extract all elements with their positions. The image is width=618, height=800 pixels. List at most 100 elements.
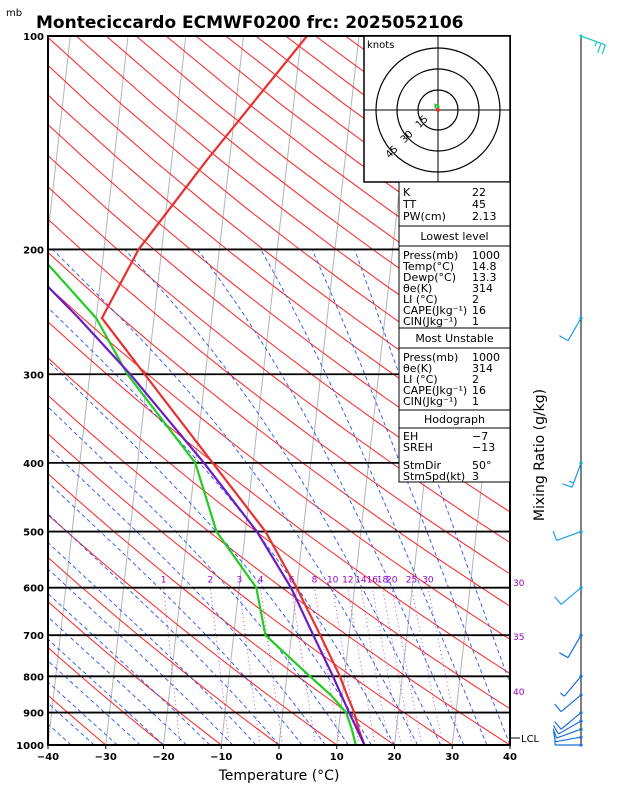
index-value: 16 [472,384,486,397]
wind-barb-staff [560,694,582,713]
pressure-tick-label: 700 [23,631,44,642]
index-value: 1 [472,395,479,408]
temperature-tick-label: −20 [152,752,174,763]
wind-barb-flag [554,721,562,730]
y-axis-label: Mixing Ratio (g/kg) [532,389,548,521]
wind-barb-staff [560,587,582,605]
wind-barb-flag [554,596,562,605]
pressure-tick-label: 500 [23,528,44,539]
background-lines [48,36,510,745]
moist-adiabat [48,660,141,745]
index-label: CIN(Jkg⁻¹) [403,315,458,328]
moist-adiabat [48,360,372,745]
index-label: LI (°C) [403,373,438,386]
profile-parcel [48,285,366,745]
wind-barb-staff [560,712,582,730]
wind-barb-flag [552,728,558,739]
mixing-ratio-label: 18 [377,576,389,586]
dry-adiabat [48,286,510,640]
index-value: 3 [472,470,479,483]
index-value: 45 [472,198,486,211]
moist-adiabat [48,702,95,745]
dry-adiabat [48,123,510,483]
moist-adiabat [48,307,395,745]
index-value: −7 [472,430,488,443]
mixing-ratio-line [209,587,230,745]
index-value: 50° [472,459,492,472]
wind-barb-staff [558,720,582,735]
index-label: StmDir [403,459,442,472]
index-value: 2 [472,293,479,306]
wind-barb-flag [559,335,569,342]
wind-barb-flag [554,703,562,713]
dry-adiabat [48,433,453,745]
isotherm-line [163,36,244,745]
moist-adiabat [52,249,418,745]
dry-adiabat [48,64,510,426]
index-label: EH [403,430,418,443]
lowest-level-title: Lowest level [420,230,488,243]
wind-barb-flag [553,731,556,742]
theta-e-label: 40 [513,688,525,698]
index-box-hodograph [398,409,511,483]
index-label: θe(K) [403,282,432,295]
index-box-top [398,181,511,227]
index-label: K [403,186,411,199]
wind-barb-staff [556,728,582,739]
index-box-unstable [398,327,511,411]
dry-adiabat [48,218,510,575]
mixing-ratio-label: 12 [342,576,353,586]
wind-barb-staff [571,462,582,488]
wind-barb-flag [552,725,560,735]
hodograph-unit: knots [367,40,394,51]
index-value: 314 [472,282,493,295]
wind-barb-staff [580,35,606,46]
moist-adiabat [48,513,280,745]
index-label: SREH [403,441,433,454]
isotherm-line [48,36,71,238]
moist-adiabat [48,481,303,745]
index-value: 2 [472,373,479,386]
moist-adiabat [48,406,349,745]
mixing-ratio-label: 16 [367,576,379,586]
index-label: Temp(°C) [402,260,454,273]
chart-title: Monteciccardo ECMWF0200 frc: 2025052106 [36,13,464,33]
dry-adiabat [48,394,510,745]
dry-adiabat [48,94,510,454]
index-value: 2.13 [472,210,497,223]
wind-barb-flag [552,530,558,541]
pressure-tick-label: 900 [23,709,44,720]
index-value: 22 [472,186,486,199]
wind-barb-flag [601,44,606,55]
index-value: 16 [472,304,486,317]
pressure-tick-label: 100 [23,32,44,43]
mixing-ratio-label: 6 [289,576,295,586]
moist-adiabat [48,592,211,745]
moist-adiabat [48,616,187,745]
mixing-ratio-label: 10 [327,576,339,586]
moist-adiabat [48,681,118,745]
dry-adiabat [48,556,280,745]
index-value: −13 [472,441,495,454]
pressure-tick-label: 300 [23,370,44,381]
dry-adiabat [48,357,510,710]
index-value: 14.8 [472,260,497,273]
mixing-ratio-label: 8 [312,576,318,586]
index-label: TT [402,198,417,211]
theta-e-label: 30 [513,579,525,589]
mixing-ratio-label: 20 [386,576,398,586]
storm-motion-mark [436,108,440,112]
temperature-tick-label: −10 [210,752,232,763]
temperature-tick-label: 30 [445,752,459,763]
moist-adiabat [48,541,257,745]
pressure-unit-label: mb [6,8,22,19]
pressure-tick-label: 600 [23,584,44,595]
wind-barb-flag [597,43,602,53]
index-label: CAPE(Jkg⁻¹) [403,384,467,397]
index-value: 1000 [472,351,500,364]
wind-barb-staff [556,531,582,542]
dry-adiabat [48,36,510,398]
